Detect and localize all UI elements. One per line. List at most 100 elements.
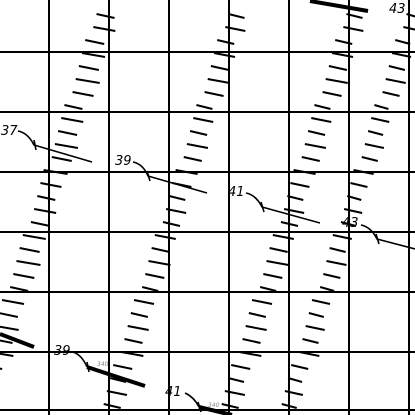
hatch-tick <box>61 117 84 123</box>
hatch-tick <box>30 221 51 227</box>
hatch-tick <box>353 169 374 175</box>
hatch-tick <box>0 339 13 344</box>
hatch-tick <box>121 351 144 357</box>
hatch-tick <box>259 286 277 292</box>
hatch-tick <box>0 325 19 331</box>
hatch-tick <box>388 65 406 71</box>
contour-43 <box>360 224 415 250</box>
hatch-tick <box>112 364 133 370</box>
hatch-tick <box>329 247 346 253</box>
hatch-tick <box>361 156 379 162</box>
hatch-tick <box>280 221 299 227</box>
index-contour-39-bold <box>86 365 146 388</box>
hatch-tick <box>228 13 245 19</box>
hatch-tick <box>19 247 40 253</box>
hatch-tick <box>322 91 342 97</box>
hatch-tick <box>403 26 415 31</box>
hatch-tick <box>148 260 171 266</box>
hatch-tick <box>43 169 68 175</box>
hatch-tick <box>367 130 384 136</box>
contour-37-tick <box>33 139 37 151</box>
index-contour-39 <box>72 351 88 368</box>
hatch-tick <box>154 234 176 240</box>
hatch-tick <box>1 299 25 305</box>
index-contour-41-bold <box>198 405 233 415</box>
hatch-tick <box>350 182 368 188</box>
hatch-tick <box>224 390 246 396</box>
hatch-tick <box>263 273 283 279</box>
index-contour-left <box>0 332 35 349</box>
hatch-tick <box>204 91 224 97</box>
hatch-tick <box>221 403 239 409</box>
hatch-tick <box>169 195 186 201</box>
contour-39-tick <box>146 170 151 182</box>
hatch-tick <box>81 52 106 58</box>
hatch-tick <box>239 351 262 357</box>
hatch-tick <box>96 13 115 19</box>
hatch-tick <box>328 65 348 71</box>
hatch-tick <box>75 78 100 84</box>
hatch-tick <box>281 403 297 409</box>
hatch-tick <box>210 65 230 71</box>
hatch-tick <box>334 39 353 45</box>
hatch-tick <box>287 377 303 383</box>
index-contour-41-tick <box>197 401 202 413</box>
hatch-tick <box>308 312 325 318</box>
contour-label-41-lower: 41 <box>165 385 182 400</box>
hatch-tick <box>9 286 29 292</box>
hatch-tick <box>103 403 121 409</box>
hatch-tick <box>93 26 116 32</box>
contour-label-43-top: 43 <box>389 2 406 17</box>
hatch-tick <box>216 39 235 45</box>
hatch-tick <box>382 91 400 97</box>
hatch-tick <box>346 13 363 19</box>
hatch-tick <box>124 338 143 344</box>
hatch-tick <box>385 78 406 84</box>
hatch-tick <box>314 104 331 110</box>
hatch-tick <box>304 143 327 149</box>
hatch-tick <box>0 367 3 370</box>
hatch-tick <box>364 143 385 149</box>
hatch-tick <box>84 39 105 45</box>
hatch-tick <box>371 117 390 123</box>
hatch-tick <box>37 195 56 201</box>
hatch-tick <box>343 26 364 32</box>
hatch-tick <box>162 221 181 227</box>
contour-label-37: 37 <box>1 124 18 139</box>
hatch-tick <box>165 208 187 214</box>
hatch-tick <box>0 312 19 318</box>
hatch-tick <box>340 221 357 227</box>
hatch-tick <box>183 156 202 162</box>
hatch-tick <box>391 52 412 58</box>
hatch-tick <box>225 26 246 32</box>
hatch-tick <box>284 390 304 396</box>
hatch-tick <box>245 325 267 331</box>
hatch-tick <box>269 247 288 253</box>
hatch-tick <box>272 234 294 240</box>
hatch-tick <box>287 195 304 201</box>
hatch-tick <box>175 169 198 175</box>
hatch-tick <box>141 286 159 292</box>
hatch-tick <box>311 117 332 123</box>
hatch-tick <box>343 208 363 214</box>
hatch-tick <box>186 143 209 149</box>
index-contour-top <box>309 0 369 13</box>
hatch-tick <box>230 364 251 370</box>
hatch-tick <box>213 52 236 58</box>
hatch-tick <box>302 338 319 344</box>
hatch-tick <box>299 351 320 357</box>
hatch-tick <box>347 195 362 201</box>
hatch-tick <box>196 104 213 110</box>
hatch-tick <box>0 352 14 357</box>
contour-labels: 37 39 41 43 43 39 41 340 340 <box>1 2 406 409</box>
hatch-tick <box>151 247 170 253</box>
hatch-tick <box>406 13 415 18</box>
contour-43-tick <box>375 233 380 245</box>
hatch-tick <box>331 52 354 58</box>
hatch-tick <box>189 130 208 136</box>
hatch-tick <box>227 377 245 383</box>
hatch-tick <box>133 299 155 305</box>
